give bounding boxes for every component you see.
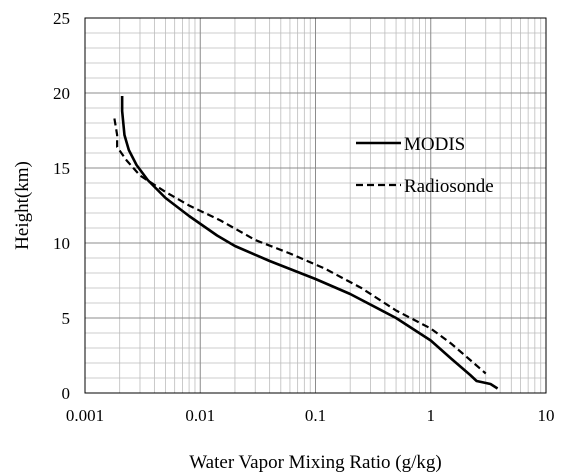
x-axis-title: Water Vapor Mixing Ratio (g/kg) <box>189 452 441 473</box>
y-tick-label: 20 <box>53 84 70 103</box>
x-tick-label: 0.01 <box>185 406 215 425</box>
x-tick-label: 0.001 <box>66 406 104 425</box>
x-tick-labels: 0.001 0.01 0.1 1 10 <box>66 406 555 425</box>
series-line-modis <box>120 96 499 390</box>
y-tick-label: 0 <box>62 384 71 403</box>
y-tick-labels: 0 5 10 15 20 25 <box>53 9 70 403</box>
legend: MODIS Radiosonde <box>356 134 494 197</box>
y-axis-title: Height(km) <box>12 161 33 250</box>
plot-frame <box>84 17 547 394</box>
y-tick-label: 15 <box>53 159 70 178</box>
y-tick-label: 10 <box>53 234 70 253</box>
legend-label-radiosonde: Radiosonde <box>404 176 494 197</box>
major-grid <box>85 18 546 393</box>
y-tick-label: 25 <box>53 9 70 28</box>
x-tick-label: 0.1 <box>305 406 326 425</box>
legend-label-modis: MODIS <box>404 134 465 155</box>
x-tick-label: 1 <box>427 406 436 425</box>
y-tick-label: 5 <box>62 309 71 328</box>
x-tick-label: 10 <box>538 406 555 425</box>
series-layer <box>113 96 499 390</box>
series-line-radiosonde <box>113 118 487 375</box>
